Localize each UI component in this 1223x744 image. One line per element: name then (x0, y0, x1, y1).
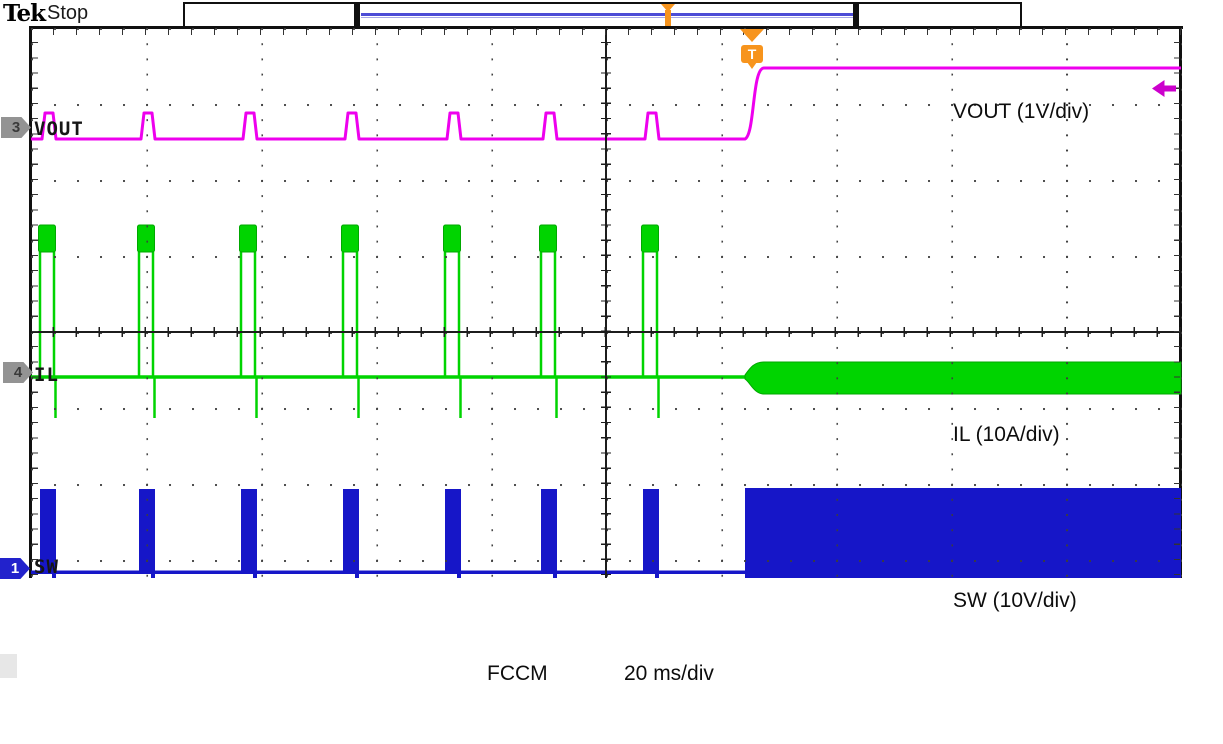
channel-3-badge: 3 (1, 117, 31, 138)
il-scale-annotation: IL (10A/div) (953, 423, 1060, 446)
record-waveform-line (361, 13, 853, 16)
timebase-annotation: 20 ms/div (624, 662, 714, 685)
record-trigger-position-icon (661, 4, 675, 28)
top-edge-ticks (31, 29, 1181, 35)
center-horizontal-line (31, 331, 1181, 333)
tek-logo: Tek (3, 0, 46, 27)
graticule-border-left (29, 26, 32, 578)
il-trace-label: IL (34, 364, 59, 386)
center-vertical-line (605, 28, 607, 578)
mode-annotation: FCCM (487, 662, 548, 685)
trigger-arrow-icon (740, 29, 764, 42)
channel-1-badge: 1 (0, 558, 30, 579)
record-window-bracket-left (354, 2, 360, 28)
trigger-t-badge-pointer (747, 62, 757, 69)
acquisition-status: Stop (47, 2, 89, 24)
vout-trace-label: VOUT (34, 118, 84, 140)
sw-trace-label: SW (34, 556, 59, 578)
gray-square (0, 654, 17, 678)
channel-4-badge: 4 (3, 362, 33, 383)
right-edge-ticks (1174, 28, 1180, 578)
vout-scale-annotation: VOUT (1V/div) (953, 100, 1090, 123)
record-window-bracket-right (853, 2, 859, 28)
left-edge-ticks (32, 28, 38, 578)
record-waveform-line-shadow (361, 17, 853, 18)
graticule-border-top (29, 26, 1183, 29)
trigger-t-badge: T (741, 45, 763, 63)
sw-scale-annotation: SW (10V/div) (953, 589, 1077, 612)
